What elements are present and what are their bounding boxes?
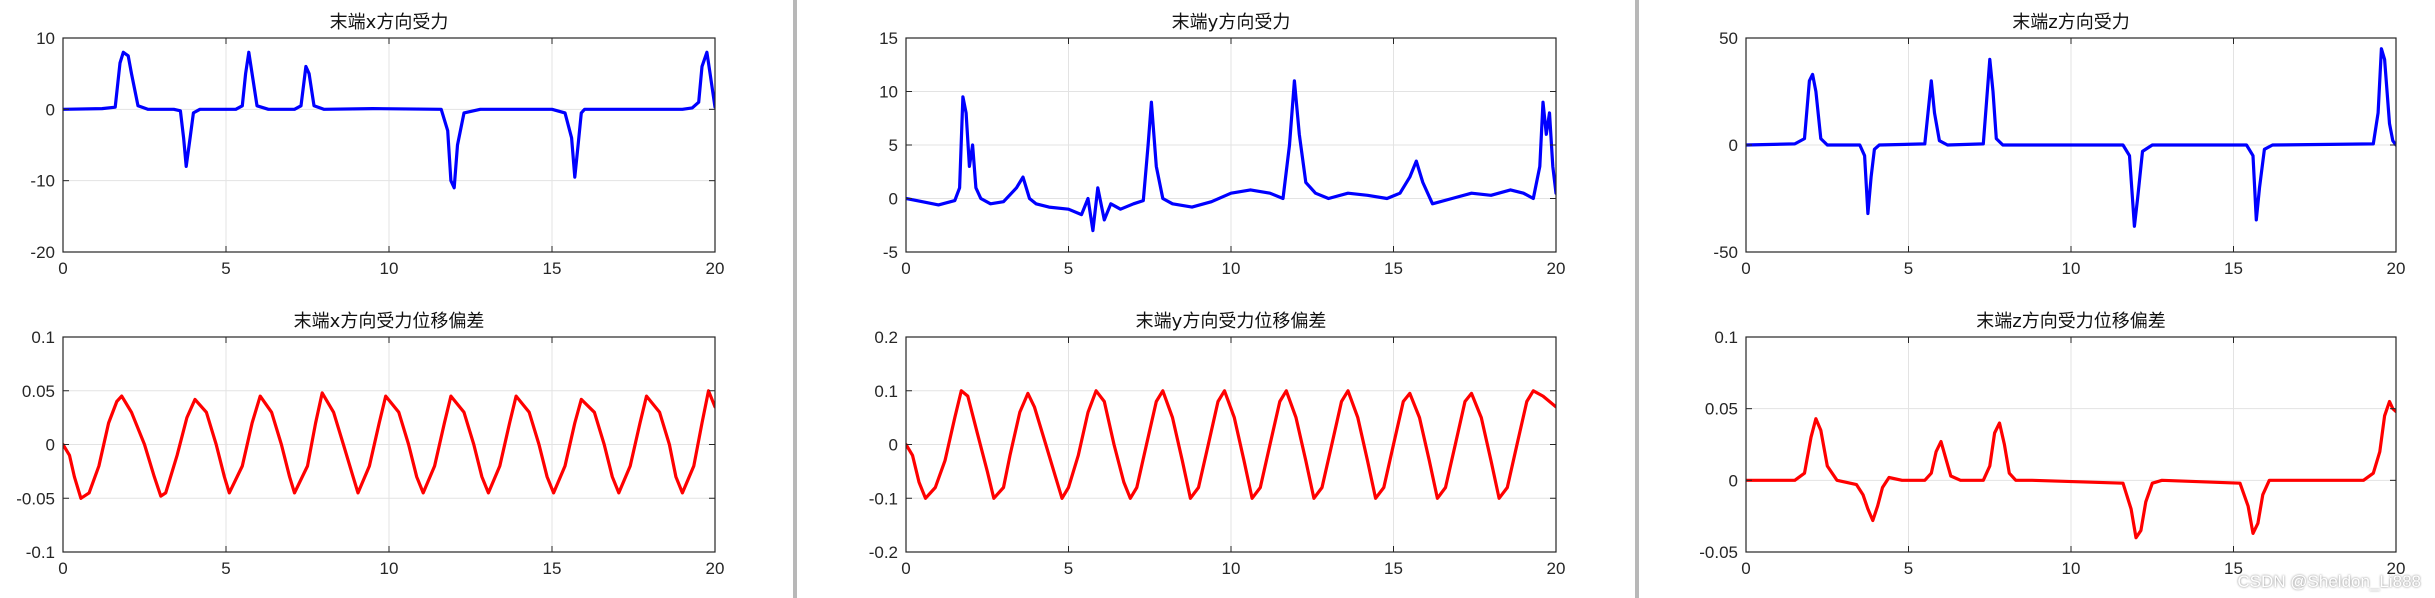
x-tick-label: 20 [1547,259,1566,278]
y-tick-label: -0.05 [16,489,55,508]
y-tick-label: 0.05 [1705,400,1738,419]
x-tick-label: 5 [1064,559,1073,578]
x-tick-label: 15 [1384,259,1403,278]
subplot-deviation-x: 0 5 10 15 20 -0.1 -0.05 0 0.05 0.1 末端x方向受力位移偏差 [16,311,724,578]
x-tick-label: 0 [58,259,67,278]
y-tick-label: 10 [879,83,898,102]
y-tick-label: 0 [1729,136,1738,155]
y-tick-label: -10 [30,172,55,191]
y-tick-label: 0.1 [874,382,898,401]
x-tick-label: 5 [221,559,230,578]
subplot-force-x: 0 5 10 15 20 -20 -10 0 10 末端x方向受力 [30,12,724,278]
y-tick-label: 0.05 [22,382,55,401]
y-tick-label: -0.1 [26,543,55,562]
x-tick-label: 15 [1384,559,1403,578]
y-tick-label: -0.2 [869,543,898,562]
x-tick-label: 10 [380,259,399,278]
y-tick-label: 15 [879,29,898,48]
chart-title: 末端z方向受力位移偏差 [1976,311,2165,332]
y-tick-label: 5 [889,136,898,155]
x-tick-label: 20 [706,559,725,578]
y-tick-label: -0.1 [869,489,898,508]
x-tick-label: 20 [2387,559,2406,578]
series-line-deviation-z [1746,399,2396,540]
x-tick-label: 5 [1904,559,1913,578]
x-tick-label: 10 [2062,259,2081,278]
series-line-deviation-y [906,389,1556,500]
x-tick-label: 0 [1741,259,1750,278]
chart-title: 末端z方向受力 [2012,12,2129,33]
x-tick-label: 20 [1547,559,1566,578]
x-tick-label: 10 [2062,559,2081,578]
x-tick-label: 15 [543,259,562,278]
x-tick-label: 10 [1222,259,1241,278]
x-tick-label: 15 [2224,259,2243,278]
y-tick-label: 0 [46,436,55,455]
window-divider [793,0,797,598]
y-tick-label: -20 [30,243,55,262]
x-tick-label: 10 [1222,559,1241,578]
y-tick-label: 50 [1719,29,1738,48]
x-tick-label: 15 [2224,559,2243,578]
x-tick-label: 20 [2387,259,2406,278]
series-line-deviation-x [63,389,715,500]
y-tick-label: -50 [1713,243,1738,262]
series-line-force-y [906,79,1556,233]
y-tick-label: 0 [889,190,898,209]
x-tick-label: 0 [58,559,67,578]
y-tick-label: -0.05 [1699,543,1738,562]
csdn-watermark: CSDN @Sheldon_Li888 [2237,572,2421,591]
y-tick-label: -5 [883,243,898,262]
x-tick-label: 10 [380,559,399,578]
y-tick-label: 0.1 [31,328,55,347]
x-tick-label: 0 [901,259,910,278]
chart-title: 末端y方向受力位移偏差 [1136,311,1327,332]
series-line-force-x [63,50,715,190]
x-tick-label: 5 [1904,259,1913,278]
subplot-deviation-y: 0 5 10 15 20 -0.2 -0.1 0 0.1 0.2 末端y方向受力位移偏差 [869,311,1566,578]
series-line-force-z [1746,47,2396,228]
x-tick-label: 20 [706,259,725,278]
chart-title: 末端x方向受力 [330,12,449,33]
chart-title: 末端y方向受力 [1172,12,1291,33]
y-tick-label: 0 [1729,471,1738,490]
y-tick-label: 0.1 [1714,328,1738,347]
window-divider [1635,0,1639,598]
y-tick-label: 10 [36,29,55,48]
chart-title: 末端x方向受力位移偏差 [294,311,485,332]
x-tick-label: 5 [221,259,230,278]
x-tick-label: 0 [1741,559,1750,578]
y-tick-label: 0 [889,436,898,455]
x-tick-label: 0 [901,559,910,578]
y-tick-label: 0.2 [874,328,898,347]
x-tick-label: 15 [543,559,562,578]
y-tick-label: 0 [46,100,55,119]
x-tick-label: 5 [1064,259,1073,278]
